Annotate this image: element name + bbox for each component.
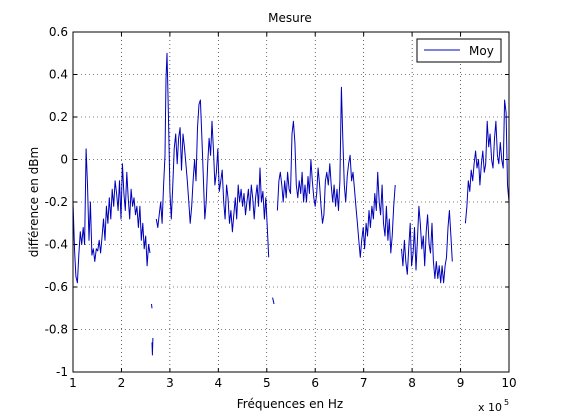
x-tick-label: 7 — [360, 376, 368, 390]
y-tick-label: -0.6 — [45, 280, 68, 294]
x-multiplier-exponent: 5 — [504, 398, 509, 407]
x-axis-multiplier: x 10 5 — [478, 398, 509, 414]
series-line — [155, 52, 270, 258]
x-tick-label: 6 — [311, 376, 319, 390]
x-tick-label: 8 — [408, 376, 416, 390]
y-tick-label: 0.4 — [49, 68, 68, 82]
plot-area — [73, 32, 509, 372]
y-axis-label: différence en dBm — [27, 147, 41, 257]
x-tick-label: 9 — [457, 376, 465, 390]
y-tick-label: -0.8 — [45, 323, 68, 337]
y-tick-label: 0.6 — [49, 25, 68, 39]
y-tick-label: 0 — [60, 153, 68, 167]
plot-lines — [72, 52, 510, 356]
x-tick-label: 5 — [263, 376, 271, 390]
series-line — [276, 86, 396, 258]
x-axis-ticks — [72, 32, 510, 372]
legend-label: Moy — [469, 44, 494, 58]
x-axis-tick-labels: 1 2 3 4 5 6 7 8 9 10 — [69, 376, 516, 390]
x-tick-label: 2 — [118, 376, 126, 390]
x-multiplier-base: x 10 — [478, 401, 502, 414]
y-tick-label: -0.2 — [45, 195, 68, 209]
series-line — [151, 337, 154, 356]
x-axis-label: Fréquences en Hz — [237, 397, 343, 411]
y-tick-label: -0.4 — [45, 238, 68, 252]
x-tick-label: 1 — [69, 376, 77, 390]
y-tick-label: 0.2 — [49, 110, 68, 124]
series-line — [464, 99, 510, 224]
x-tick-label: 4 — [215, 376, 223, 390]
plot-frame — [72, 31, 510, 373]
legend: Moy — [416, 38, 502, 63]
y-axis-tick-labels: -1 -0.8 -0.6 -0.4 -0.2 0 0.2 0.4 0.6 — [45, 25, 68, 379]
chart-title: Mesure — [268, 11, 312, 25]
series-line — [151, 303, 153, 309]
series-line — [72, 148, 151, 284]
x-tick-label: 3 — [166, 376, 174, 390]
series-line — [272, 297, 275, 305]
x-tick-label: 10 — [501, 376, 516, 390]
series-line — [401, 205, 453, 284]
y-tick-label: -1 — [56, 365, 68, 379]
